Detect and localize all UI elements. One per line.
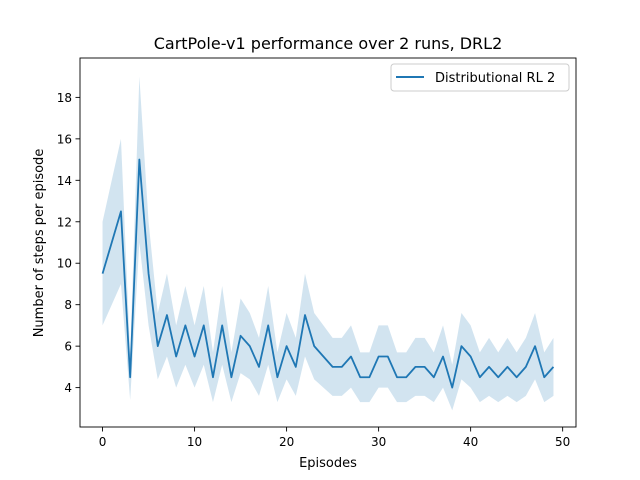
y-tick-label: 10 xyxy=(57,257,72,271)
y-axis-label: Number of steps per episode xyxy=(32,149,47,338)
y-tick-label: 6 xyxy=(64,340,72,354)
x-tick-label: 0 xyxy=(99,435,107,449)
y-tick-label: 12 xyxy=(57,215,72,229)
chart-title: CartPole-v1 performance over 2 runs, DRL… xyxy=(154,34,503,53)
y-tick-label: 14 xyxy=(57,174,72,188)
legend: Distributional RL 2 xyxy=(390,63,570,92)
y-tick-label: 8 xyxy=(64,298,72,312)
legend-frame xyxy=(390,63,570,92)
y-tick-label: 4 xyxy=(64,381,72,395)
plot-area xyxy=(101,76,555,411)
plot-frame xyxy=(79,57,577,428)
axes: 0 10 20 30 40 50 4 6 8 10 12 14 16 18 xyxy=(57,57,577,449)
legend-entry-label: Distributional RL 2 xyxy=(435,71,555,86)
x-tick-label: 20 xyxy=(279,435,294,449)
x-tick-label: 30 xyxy=(371,435,386,449)
y-tick-label: 16 xyxy=(57,132,72,146)
confidence-band-0 xyxy=(102,76,554,411)
series-line-0 xyxy=(101,158,555,389)
x-tick-label: 10 xyxy=(187,435,202,449)
x-tick-label: 40 xyxy=(463,435,478,449)
x-axis-label: Episodes xyxy=(299,456,357,471)
x-tick-label: 50 xyxy=(555,435,570,449)
y-tick-label: 18 xyxy=(57,91,72,105)
